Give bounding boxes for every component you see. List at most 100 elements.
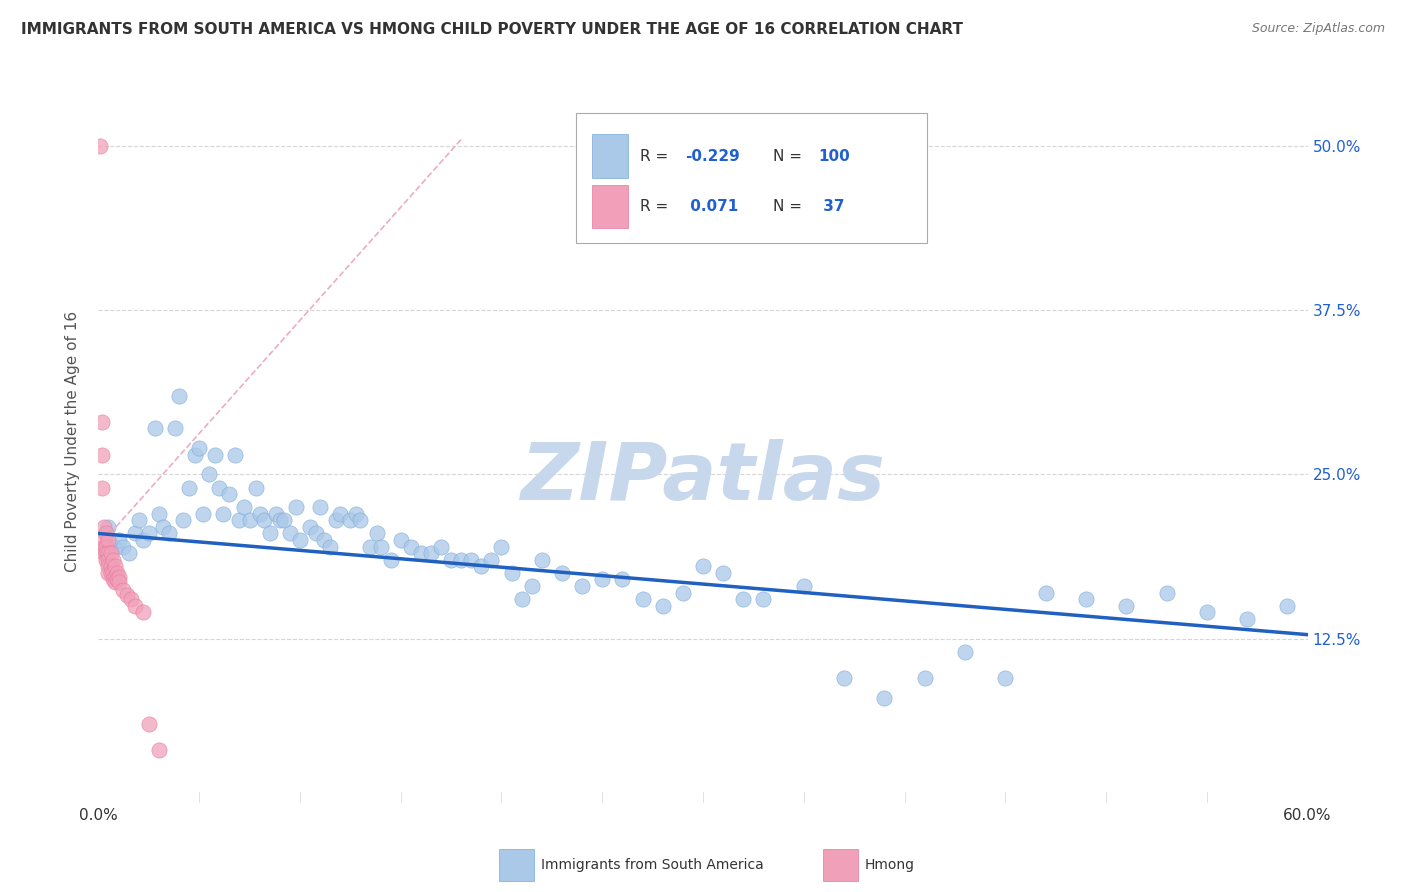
Point	[157, 526, 180, 541]
Point	[111, 582, 134, 597]
Point	[132, 605, 155, 619]
Point	[370, 540, 392, 554]
Point	[501, 566, 523, 580]
Point	[107, 570, 129, 584]
Point	[97, 546, 120, 560]
Point	[530, 553, 553, 567]
Point	[184, 448, 207, 462]
Point	[349, 513, 371, 527]
Point	[1398, 612, 1406, 626]
FancyBboxPatch shape	[592, 135, 628, 178]
Point	[128, 513, 150, 527]
Point	[1236, 612, 1258, 626]
Text: IMMIGRANTS FROM SOUTH AMERICA VS HMONG CHILD POVERTY UNDER THE AGE OF 16 CORRELA: IMMIGRANTS FROM SOUTH AMERICA VS HMONG C…	[21, 22, 963, 37]
Point	[1277, 599, 1299, 613]
Text: Source: ZipAtlas.com: Source: ZipAtlas.com	[1251, 22, 1385, 36]
Point	[100, 546, 122, 560]
Point	[172, 513, 194, 527]
Point	[914, 671, 936, 685]
Point	[491, 540, 513, 554]
Point	[218, 487, 240, 501]
Point	[103, 570, 125, 584]
Point	[224, 448, 246, 462]
Point	[460, 553, 482, 567]
Point	[273, 513, 295, 527]
Point	[148, 507, 170, 521]
Point	[96, 526, 118, 541]
Point	[107, 575, 129, 590]
Point	[97, 553, 120, 567]
Point	[1115, 599, 1137, 613]
Point	[319, 540, 342, 554]
Point	[269, 513, 291, 527]
Point	[96, 553, 118, 567]
Point	[299, 520, 322, 534]
Point	[115, 588, 138, 602]
Point	[228, 513, 250, 527]
Point	[198, 467, 221, 482]
Point	[344, 507, 367, 521]
Point	[138, 717, 160, 731]
Point	[101, 553, 124, 567]
Point	[103, 559, 125, 574]
Point	[143, 421, 166, 435]
Point	[481, 553, 503, 567]
Point	[409, 546, 432, 560]
Point	[994, 671, 1017, 685]
Text: R =: R =	[640, 149, 673, 163]
Point	[188, 441, 211, 455]
Point	[91, 448, 114, 462]
Point	[100, 566, 122, 580]
Point	[305, 526, 328, 541]
Point	[97, 533, 120, 547]
Point	[93, 546, 115, 560]
Point	[510, 592, 533, 607]
Point	[631, 592, 654, 607]
Point	[103, 540, 125, 554]
Point	[278, 526, 301, 541]
Point	[93, 540, 115, 554]
Point	[118, 546, 141, 560]
Point	[733, 592, 755, 607]
Point	[120, 592, 142, 607]
Point	[253, 513, 276, 527]
Point	[284, 500, 307, 515]
Point	[97, 566, 120, 580]
Point	[107, 533, 129, 547]
Point	[551, 566, 574, 580]
Text: N =: N =	[773, 199, 807, 214]
Point	[520, 579, 543, 593]
Text: N =: N =	[773, 149, 807, 163]
FancyBboxPatch shape	[592, 185, 628, 228]
Point	[148, 743, 170, 757]
Point	[124, 599, 146, 613]
Point	[440, 553, 463, 567]
Point	[953, 645, 976, 659]
Point	[360, 540, 382, 554]
Point	[204, 448, 226, 462]
Point	[309, 500, 332, 515]
Point	[711, 566, 734, 580]
Point	[1357, 605, 1379, 619]
Point	[93, 533, 115, 547]
Point	[366, 526, 388, 541]
Point	[105, 573, 128, 587]
Point	[651, 599, 673, 613]
Point	[179, 481, 201, 495]
Point	[873, 690, 896, 705]
Point	[103, 575, 125, 590]
Point	[97, 559, 120, 574]
Point	[339, 513, 361, 527]
Point	[1316, 612, 1339, 626]
Point	[97, 520, 120, 534]
Text: 100: 100	[818, 149, 849, 163]
Point	[101, 573, 124, 587]
Point	[163, 421, 186, 435]
Point	[380, 553, 402, 567]
Point	[152, 520, 174, 534]
Point	[245, 481, 267, 495]
Point	[193, 507, 215, 521]
Point	[571, 579, 593, 593]
Point	[96, 546, 118, 560]
Point	[138, 526, 160, 541]
